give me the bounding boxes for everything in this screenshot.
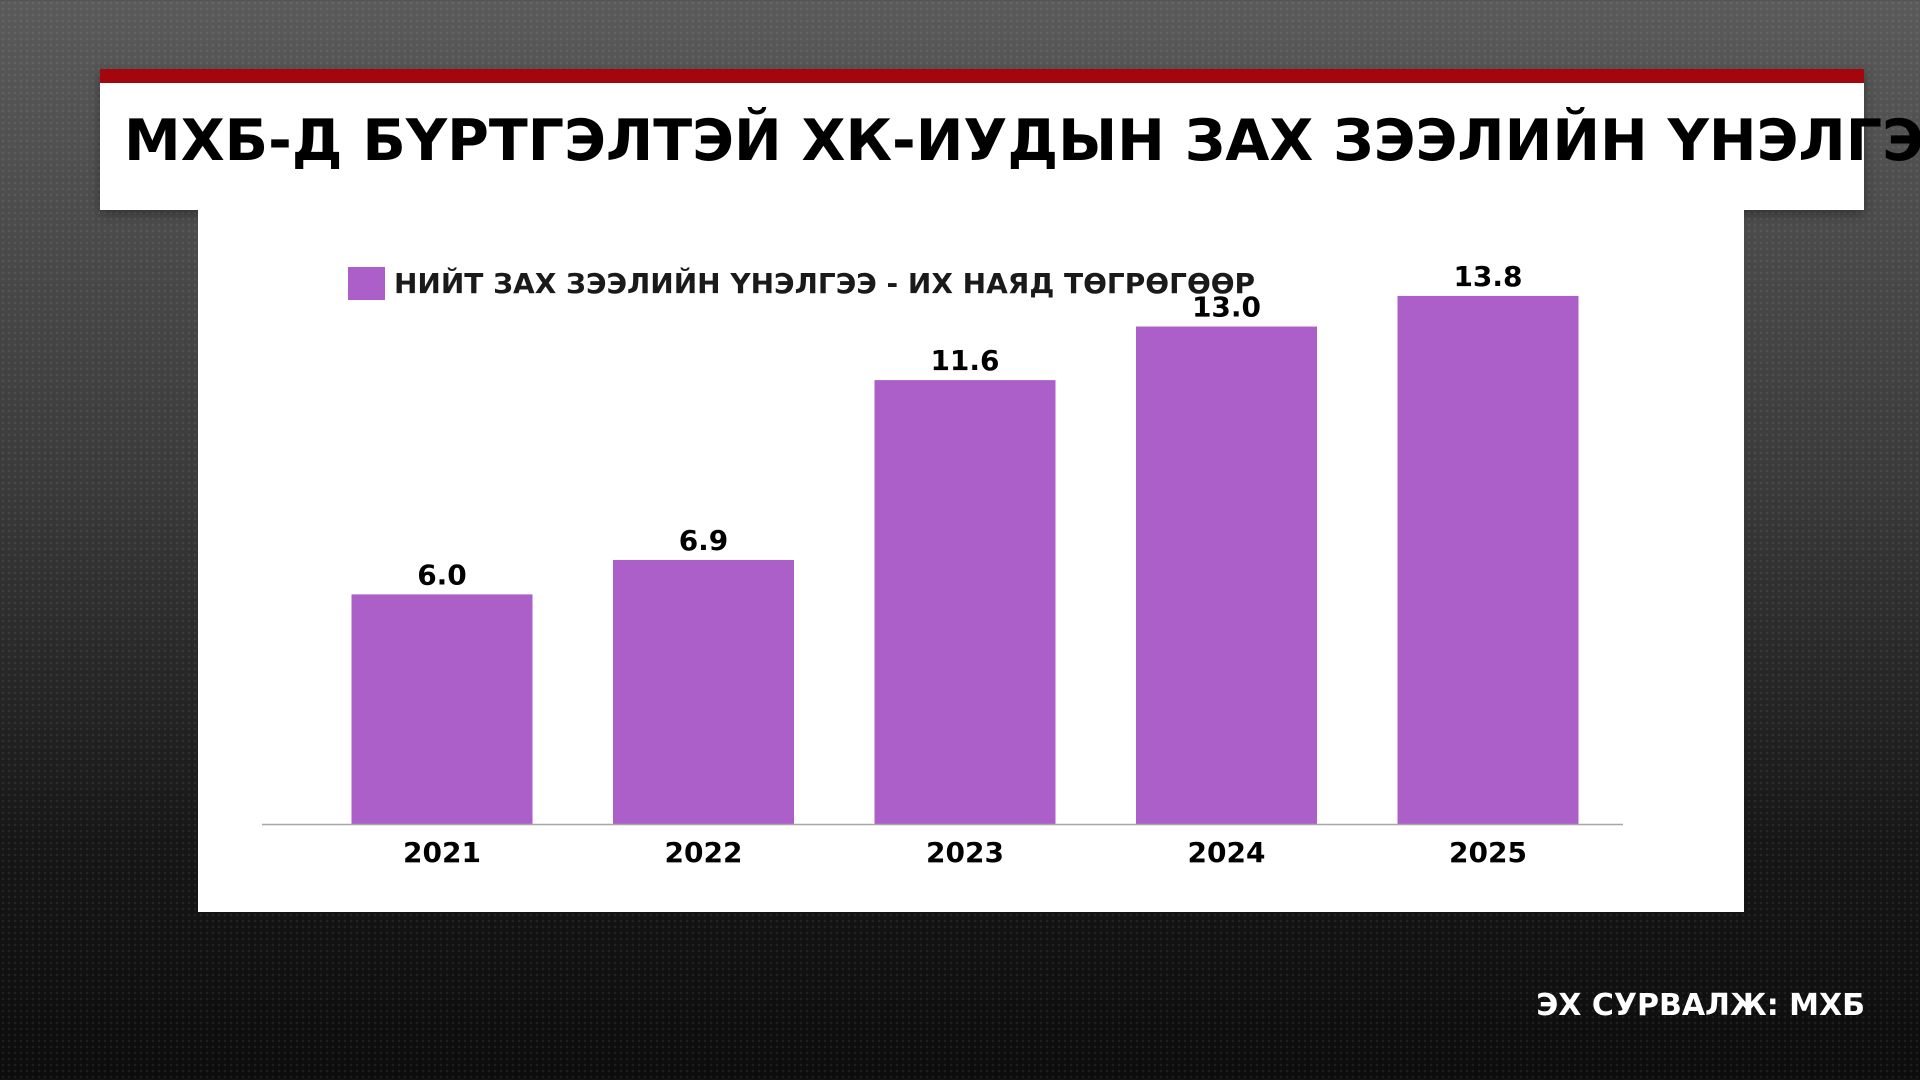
bar-2022 bbox=[613, 559, 794, 824]
chart-legend: НИЙТ ЗАХ ЗЭЭЛИЙН ҮНЭЛГЭЭ - ИХ НАЯД ТӨГРӨ… bbox=[348, 266, 1255, 300]
x-tick-label-2021: 2021 bbox=[403, 836, 481, 869]
page-title: МХБ-Д БҮРТГЭЛТЭЙ ХК-ИУДЫН ЗАХ ЗЭЭЛИЙН ҮН… bbox=[124, 108, 1920, 174]
chart-panel: НИЙТ ЗАХ ЗЭЭЛИЙН ҮНЭЛГЭЭ - ИХ НАЯД ТӨГРӨ… bbox=[198, 210, 1744, 912]
title-bar: МХБ-Д БҮРТГЭЛТЭЙ ХК-ИУДЫН ЗАХ ЗЭЭЛИЙН ҮН… bbox=[100, 69, 1920, 210]
source-note: ЭХ СУРВАЛЖ: МХБ bbox=[1536, 988, 1865, 1023]
bar-2025 bbox=[1397, 295, 1579, 824]
bar-chart: 6.0 2021 6.9 2022 11.6 2023 13.0 2024 13.8 2025 bbox=[262, 260, 1623, 869]
x-tick-label-2025: 2025 bbox=[1449, 836, 1527, 869]
data-label-2023: 11.6 bbox=[930, 344, 999, 377]
x-tick-label-2024: 2024 bbox=[1188, 836, 1266, 869]
bar-2023 bbox=[874, 380, 1056, 824]
data-label-2022: 6.9 bbox=[679, 524, 729, 557]
x-tick-label-2022: 2022 bbox=[665, 836, 743, 869]
data-label-2025: 13.8 bbox=[1453, 260, 1522, 293]
legend-swatch bbox=[348, 266, 385, 300]
bar-2024 bbox=[1136, 326, 1317, 824]
title-accent-stripe bbox=[100, 69, 1864, 83]
data-label-2021: 6.0 bbox=[417, 558, 467, 591]
x-tick-label-2023: 2023 bbox=[926, 836, 1004, 869]
data-label-2024: 13.0 bbox=[1192, 291, 1261, 324]
bar-2021 bbox=[351, 594, 533, 824]
legend-label: НИЙТ ЗАХ ЗЭЭЛИЙН ҮНЭЛГЭЭ - ИХ НАЯД ТӨГРӨ… bbox=[394, 266, 1256, 300]
